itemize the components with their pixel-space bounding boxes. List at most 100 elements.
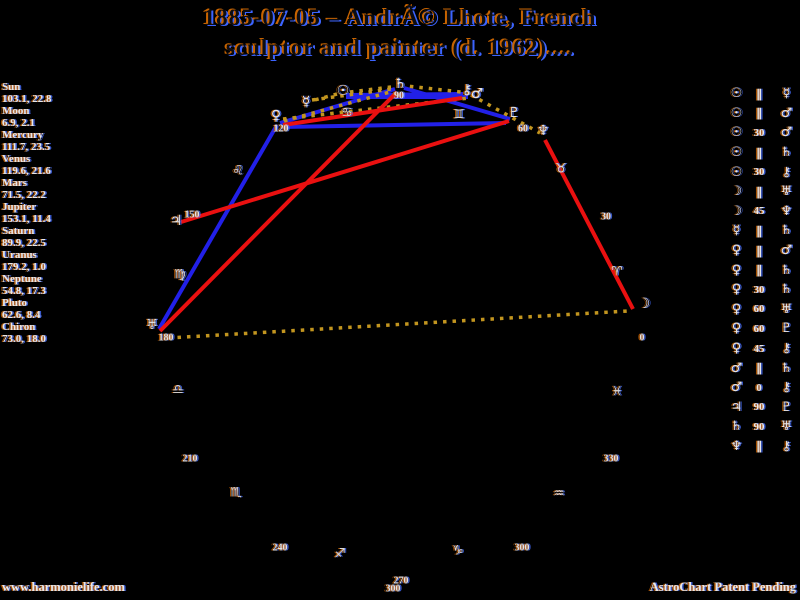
uranus-glyph: ♅	[780, 301, 793, 317]
aspect-line-chiron-neptune	[470, 93, 541, 135]
chiron-glyph: ⚷	[781, 438, 792, 454]
venus-glyph: ♀	[731, 341, 742, 357]
parallel-aspect-symbol: ∥	[756, 145, 762, 160]
mercury-glyph: ☿	[782, 86, 791, 102]
degree-label-60: 60	[518, 123, 528, 135]
position-values: 89.9, 22.5	[2, 237, 46, 249]
degree-label-330: 330	[603, 453, 619, 465]
pisces-sign-icon: ♓	[611, 384, 623, 400]
pluto-glyph: ♇	[780, 321, 793, 337]
aspect-angle-90: 90	[753, 401, 765, 414]
position-pluto: Pluto 62.6, 8.4	[2, 297, 52, 321]
saturn-glyph: ♄	[730, 419, 743, 435]
chiron-planet-icon: ⚷	[461, 82, 473, 98]
saturn-glyph: ♄	[780, 282, 793, 298]
pluto-planet-icon: ♇	[507, 105, 521, 121]
neptune-planet-icon: ♆	[536, 123, 550, 139]
sun-glyph: ☉	[730, 105, 743, 121]
position-uranus: Uranus 179.2, 1.0	[2, 249, 52, 273]
parallel-aspect-symbol: ∥	[756, 439, 762, 454]
aspect-angle-60: 60	[753, 322, 765, 335]
sun-planet-icon: ☉	[336, 83, 350, 99]
aspect-line-jupiter-pluto	[180, 119, 510, 224]
cancer-sign-icon: ♋	[341, 105, 353, 121]
aspect-row-venus-saturn: ♀ ∥ ♄	[727, 260, 797, 280]
leo-sign-icon: ♌	[232, 163, 244, 179]
position-values: 119.6, 21.6	[2, 165, 51, 177]
moon-glyph: ☽	[730, 184, 743, 200]
aspect-line-saturn-uranus	[158, 90, 399, 333]
degree-label-270: 270	[393, 575, 409, 587]
degree-label-120: 120	[273, 123, 289, 135]
position-planet-name: Mercury	[2, 129, 44, 141]
venus-glyph: ♀	[731, 243, 742, 259]
sun-glyph: ☉	[730, 86, 743, 102]
position-planet-name: Venus	[2, 153, 31, 165]
parallel-aspect-symbol: ∥	[756, 106, 762, 121]
position-values: 111.7, 23.5	[2, 141, 51, 153]
libra-sign-icon: ♎	[172, 382, 184, 398]
aspect-row-venus-uranus: ♀ 60 ♅	[727, 300, 797, 320]
aspect-line-mars-saturn	[406, 84, 471, 95]
position-chiron: Chiron 73.0, 18.0	[2, 321, 52, 345]
position-planet-name: Moon	[2, 105, 30, 117]
aquarius-sign-icon: ♒	[553, 486, 565, 502]
moon-glyph: ☽	[730, 203, 743, 219]
aspect-row-sun-mercury: ☉ ∥ ☿	[727, 84, 797, 104]
mars-glyph: ♂	[780, 125, 793, 141]
position-planet-name: Uranus	[2, 249, 37, 261]
aspect-row-venus-chiron: ♀ 45 ⚷	[727, 339, 797, 359]
aspect-row-mars-chiron: ♂ 0 ⚷	[727, 378, 797, 398]
mars-glyph: ♂	[780, 105, 793, 121]
taurus-sign-icon: ♉	[555, 161, 567, 177]
sun-glyph: ☉	[730, 145, 743, 161]
aspect-row-mars-saturn: ♂ ∥ ♄	[727, 358, 797, 378]
mars-glyph: ♂	[730, 360, 743, 376]
parallel-aspect-symbol: ∥	[756, 263, 762, 278]
aspect-angle-90: 90	[753, 420, 765, 433]
parallel-aspect-symbol: ∥	[756, 243, 762, 258]
scorpio-sign-icon: ♏	[230, 485, 242, 501]
mars-planet-icon: ♂	[470, 86, 484, 102]
sun-glyph: ☉	[730, 125, 743, 141]
aspect-row-sun-saturn: ☉ ∥ ♄	[727, 143, 797, 163]
venus-planet-icon: ♀	[270, 108, 282, 124]
parallel-aspect-symbol: ∥	[756, 184, 762, 199]
aries-sign-icon: ♈	[611, 264, 623, 280]
aspect-row-neptune-chiron: ♆ ∥ ⚷	[727, 437, 797, 457]
position-planet-name: Neptune	[2, 273, 42, 285]
aspect-line-venus-uranus	[157, 123, 279, 331]
aspect-angle-0: 0	[756, 381, 762, 394]
aspect-row-mercury-saturn: ☿ ∥ ♄	[727, 221, 797, 241]
neptune-glyph: ♆	[730, 438, 743, 454]
aspect-row-venus-saturn: ♀ 30 ♄	[727, 280, 797, 300]
pluto-glyph: ♇	[780, 399, 793, 415]
position-planet-name: Chiron	[2, 321, 36, 333]
saturn-planet-icon: ♄	[393, 76, 407, 92]
sun-glyph: ☉	[730, 164, 743, 180]
saturn-glyph: ♄	[780, 223, 793, 239]
moon-planet-icon: ☽	[637, 296, 651, 312]
degree-label-180: 180	[158, 332, 174, 344]
degree-label-210: 210	[182, 453, 198, 465]
aspect-angle-30: 30	[753, 166, 765, 179]
aspect-row-sun-mars: ☉ 30 ♂	[727, 123, 797, 143]
aspect-angle-30: 30	[753, 126, 765, 139]
aspect-line-sun-mercury	[310, 92, 338, 103]
saturn-glyph: ♄	[780, 262, 793, 278]
aspect-line-sun-chiron	[345, 92, 464, 97]
position-sun: Sun 103.1, 22.8	[2, 81, 52, 105]
position-mars: Mars 71.5, 22.2	[2, 177, 52, 201]
position-planet-name: Sun	[2, 81, 21, 93]
position-values: 73.0, 18.0	[2, 333, 46, 345]
degree-label-90: 90	[394, 90, 404, 102]
uranus-glyph: ♅	[780, 419, 793, 435]
aspect-row-moon-neptune: ☽ 45 ♆	[727, 202, 797, 222]
mercury-glyph: ☿	[732, 223, 741, 239]
chiron-glyph: ⚷	[781, 341, 792, 357]
position-jupiter: Jupiter 153.1, 11.4	[2, 201, 52, 225]
degree-label-300: 300	[514, 542, 530, 554]
chart-title-line1: 1885-07-05 – AndrÃ© Lhote, French	[203, 5, 597, 30]
position-moon: Moon 6.9, 2.1	[2, 105, 52, 129]
